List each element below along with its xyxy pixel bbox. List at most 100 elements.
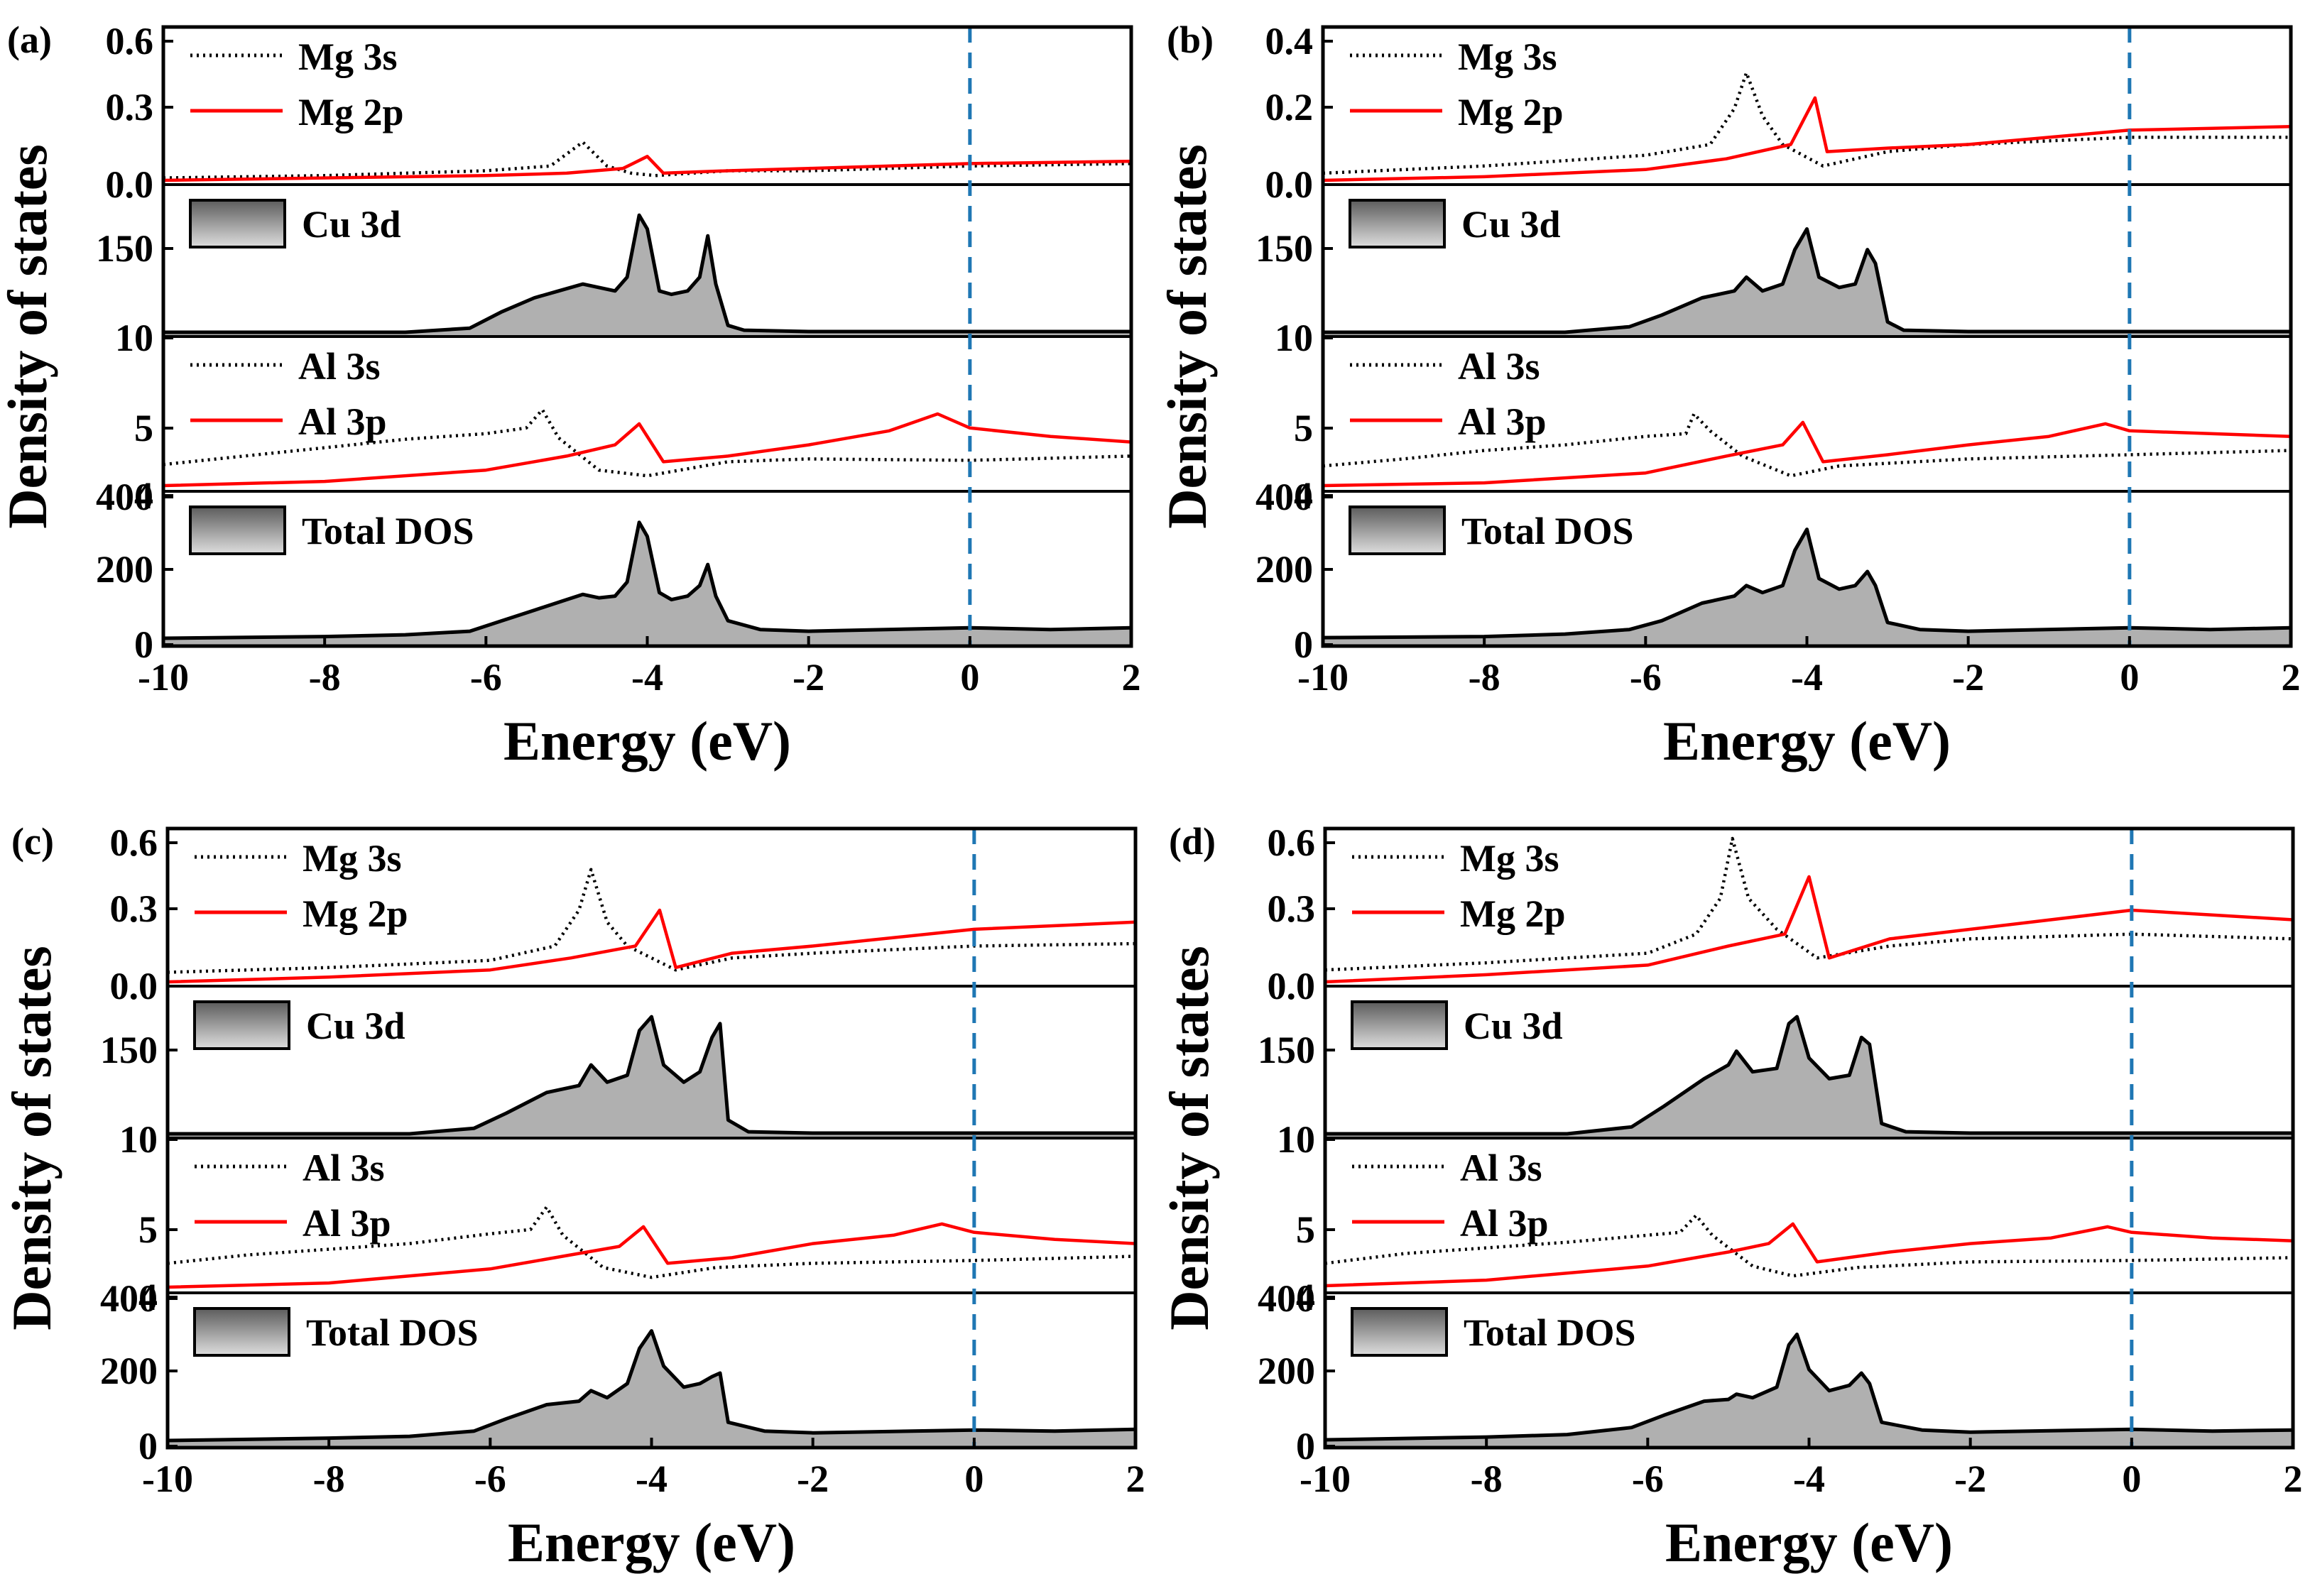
legend-a-total: Total DOS xyxy=(189,505,474,555)
x-tick-label-c-5: 0 xyxy=(964,1458,984,1500)
x-tick-label-b-0: -10 xyxy=(1297,656,1349,699)
panel-letter-c: (c) xyxy=(11,820,54,863)
y-tick-label-b-total-0: 400 xyxy=(1255,476,1313,518)
legend-label-a-mg-2p: Mg 2p xyxy=(298,91,404,133)
series-c-total-dos xyxy=(167,1329,1136,1443)
series-d-total-dos xyxy=(1324,1333,2294,1442)
x-axis-a: -10 -8 -6 -4 -2 0 2 xyxy=(138,636,1141,699)
series-c-cu-3d xyxy=(168,1015,1135,1136)
series-b-cu-3d xyxy=(1323,227,2291,334)
y-axis-title-c: Density of states xyxy=(1,946,62,1330)
legend-label-b-al-3s: Al 3s xyxy=(1458,345,1540,388)
subplot-b-cu: Cu 3d xyxy=(1323,199,2291,337)
x-axis-c: -10 -8 -6 -4 -2 0 2 xyxy=(142,1438,1145,1500)
series-d-cu-3d xyxy=(1325,1015,2293,1136)
legend-swatch-a-total-dos xyxy=(189,505,286,555)
x-tick-label-b-4: -2 xyxy=(1952,656,1984,699)
legend-a-al: Al 3s Al 3p xyxy=(190,345,387,443)
series-fill-b-total-dos xyxy=(1323,529,2291,646)
x-axis-title-b: Energy (eV) xyxy=(1663,710,1951,772)
y-tick-label-a-mg-0: 0.6 xyxy=(106,20,154,62)
x-tick-label-d-6: 2 xyxy=(2284,1458,2303,1500)
y-tick-label-c-mg-0: 0.6 xyxy=(110,821,158,864)
legend-swatch-c-total-dos xyxy=(193,1307,290,1357)
x-tick-label-a-1: -8 xyxy=(309,656,341,699)
x-tick-label-d-0: -10 xyxy=(1300,1458,1351,1500)
legend-d-total: Total DOS xyxy=(1351,1307,1636,1357)
subplot-d-cu: Cu 3d xyxy=(1325,1000,2293,1138)
y-tick-label-a-mg-1: 0.3 xyxy=(106,86,154,129)
series-fill-b-cu-3d xyxy=(1323,229,2291,337)
y-tick-label-d-total-1: 200 xyxy=(1258,1350,1315,1392)
y-tick-label-c-al-0: 10 xyxy=(119,1118,158,1161)
x-tick-label-a-0: -10 xyxy=(138,656,189,699)
y-tick-label-b-total-1: 200 xyxy=(1255,548,1313,591)
legend-b-cu: Cu 3d xyxy=(1349,199,1561,248)
series-b-mg-2p xyxy=(1322,96,2292,182)
y-tick-label-b-cu-0: 150 xyxy=(1255,227,1313,270)
y-tick-label-b-mg-0: 0.4 xyxy=(1265,20,1314,62)
legend-b-total: Total DOS xyxy=(1349,505,1634,555)
series-fill-c-total-dos xyxy=(168,1330,1135,1448)
subplot-a-cu: Cu 3d xyxy=(163,199,1131,337)
series-fill-d-total-dos xyxy=(1325,1334,2293,1448)
panel-letter-d: (d) xyxy=(1169,820,1216,863)
legend-label-d-cu-3d: Cu 3d xyxy=(1464,1005,1563,1047)
y-tick-label-d-al-1: 5 xyxy=(1296,1208,1315,1251)
panel-b: Mg 3s Mg 2p Cu 3d Al 3s Al 3p Total DOS 0.4 0.2… xyxy=(1156,18,2301,772)
series-a-mg-3s xyxy=(163,140,1132,180)
subplot-d-mg: Mg 3s Mg 2p xyxy=(1324,836,2294,984)
series-a-mg-2p xyxy=(163,155,1132,182)
x-axis-title-c: Energy (eV) xyxy=(508,1512,795,1573)
series-a-total-dos xyxy=(163,520,1132,640)
legend-label-b-al-3p: Al 3p xyxy=(1458,400,1547,443)
y-tick-label-b-al-2: 4 xyxy=(1294,474,1313,517)
series-c-mg-2p xyxy=(167,908,1136,984)
y-tick-label-c-al-1: 5 xyxy=(138,1208,158,1251)
x-tick-label-d-4: -2 xyxy=(1954,1458,1986,1500)
legend-a-cu: Cu 3d xyxy=(189,199,401,248)
legend-label-b-mg-2p: Mg 2p xyxy=(1458,91,1564,133)
y-tick-label-a-total-2: 0 xyxy=(134,623,153,666)
y-tick-label-a-total-0: 400 xyxy=(96,476,153,518)
y-tick-label-c-total-0: 400 xyxy=(100,1277,158,1320)
y-axis-title-d: Density of states xyxy=(1158,946,1220,1330)
x-tick-label-c-1: -8 xyxy=(313,1458,345,1500)
legend-swatch-b-total-dos xyxy=(1349,505,1446,555)
legend-label-a-total-dos: Total DOS xyxy=(302,510,474,552)
series-b-al-3p xyxy=(1322,420,2292,488)
x-tick-label-c-6: 2 xyxy=(1126,1458,1145,1500)
subplot-c-al: Al 3s Al 3p xyxy=(167,1147,1136,1289)
series-d-al-3p xyxy=(1324,1222,2294,1288)
y-tick-label-c-total-1: 200 xyxy=(100,1350,158,1392)
x-tick-label-a-6: 2 xyxy=(1122,656,1141,699)
legend-label-a-cu-3d: Cu 3d xyxy=(302,203,401,246)
legend-label-c-mg-2p: Mg 2p xyxy=(303,892,408,935)
y-tick-label-b-mg-1: 0.2 xyxy=(1265,86,1314,129)
x-tick-label-b-1: -8 xyxy=(1469,656,1500,699)
x-tick-label-b-6: 2 xyxy=(2282,656,2301,699)
legend-c-cu: Cu 3d xyxy=(193,1000,405,1050)
legend-label-c-al-3s: Al 3s xyxy=(303,1147,385,1189)
series-c-al-3p xyxy=(167,1222,1136,1289)
subplot-d-al: Al 3s Al 3p xyxy=(1324,1147,2294,1288)
subplot-b-al: Al 3s Al 3p xyxy=(1322,345,2292,488)
legend-label-c-total-dos: Total DOS xyxy=(306,1311,479,1354)
legend-label-b-mg-3s: Mg 3s xyxy=(1458,35,1557,78)
y-axis-title-a: Density of states xyxy=(0,144,58,529)
x-tick-label-c-3: -4 xyxy=(636,1458,668,1500)
series-fill-a-cu-3d xyxy=(163,215,1131,337)
x-tick-label-a-4: -2 xyxy=(792,656,824,699)
x-tick-label-c-2: -6 xyxy=(474,1458,506,1500)
subplot-b-mg: Mg 3s Mg 2p xyxy=(1322,35,2292,182)
y-tick-label-b-al-1: 5 xyxy=(1294,407,1313,449)
y-tick-label-a-al-0: 10 xyxy=(115,317,153,359)
y-tick-label-d-al-2: 4 xyxy=(1296,1276,1315,1318)
x-tick-label-d-5: 0 xyxy=(2122,1458,2141,1500)
panel-a: Mg 3s Mg 2p Cu 3d Al 3s Al 3p Total DOS 0.6 0.3… xyxy=(0,18,1141,772)
x-tick-label-d-2: -6 xyxy=(1632,1458,1664,1500)
x-axis-title-d: Energy (eV) xyxy=(1665,1512,1953,1573)
